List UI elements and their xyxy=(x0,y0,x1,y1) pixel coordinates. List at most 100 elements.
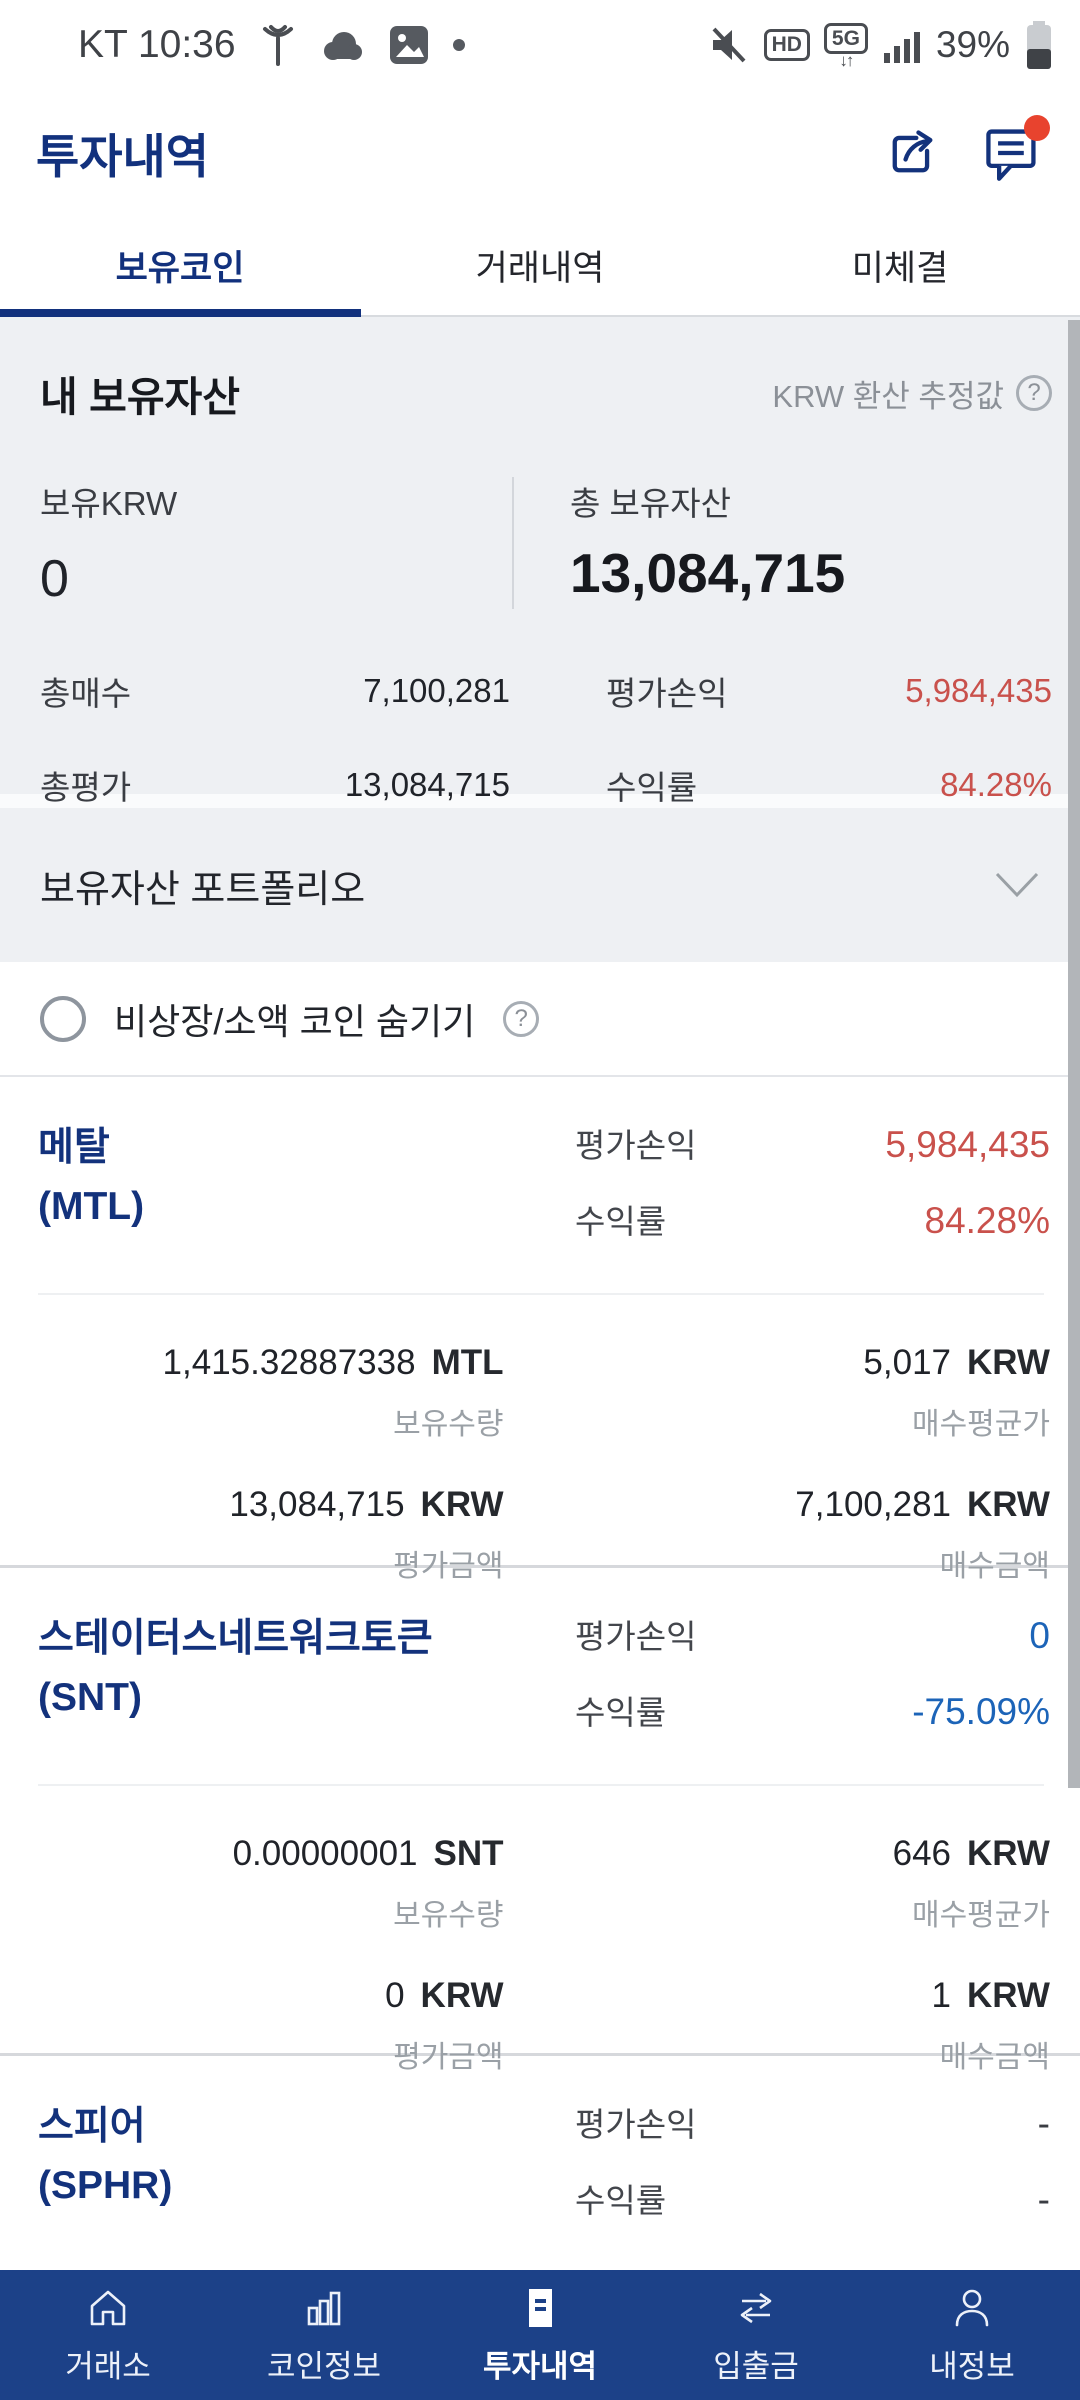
ror-label: 수익률 xyxy=(575,2182,667,2219)
vertical-divider xyxy=(512,477,514,609)
buy-amount-value: 1 xyxy=(931,1976,952,2015)
eval-amount-value: 0 xyxy=(385,1976,405,2015)
eval-amount-label: 평가금액 xyxy=(393,1550,504,1583)
hide-small-coins-toggle[interactable] xyxy=(40,995,86,1042)
help-icon[interactable]: ? xyxy=(1016,375,1052,411)
portfolio-expander[interactable]: 보유자산 포트폴리오 xyxy=(0,808,1080,962)
tab-trade-history[interactable]: 거래내역 xyxy=(475,248,605,288)
hold-krw-value: 0 xyxy=(40,550,69,608)
nav-exchange[interactable]: 거래소 xyxy=(0,2270,216,2400)
coin-name: 스테이터스네트워크토큰 xyxy=(38,1617,433,1660)
total-eval-label: 총평가 xyxy=(40,769,132,806)
eval-amount-label: 평가금액 xyxy=(393,2041,504,2074)
5g-badge: 5G ↓↑ xyxy=(823,22,868,69)
home-icon xyxy=(84,2284,132,2332)
carrier-and-time: KT 10:36 xyxy=(78,23,236,66)
ror-label: 수익률 xyxy=(575,1203,667,1240)
ror-label: 수익률 xyxy=(606,769,698,806)
coin-ticker: (SNT) xyxy=(38,1675,142,1719)
coin-row-mtl[interactable]: 메탈 (MTL) 평가손익 5,984,435 수익률 84.28% 1,415… xyxy=(0,1077,1080,1583)
avg-price-label: 매수평균가 xyxy=(911,1899,1050,1932)
tab-open-orders[interactable]: 미체결 xyxy=(851,248,949,288)
hold-krw-label: 보유KRW xyxy=(40,485,178,522)
nav-investment-history[interactable]: 투자내역 xyxy=(432,2270,648,2400)
ror-value: - xyxy=(1037,2179,1050,2220)
asset-summary-panel: 내 보유자산 KRW 환산 추정값 ? 보유KRW 0 총 보유자산 13,08… xyxy=(0,317,1080,806)
status-bar: KT 10:36 xyxy=(0,0,1080,90)
coin-ticker: (SPHR) xyxy=(38,2163,173,2207)
battery-percent: 39% xyxy=(935,24,1010,65)
help-icon[interactable]: ? xyxy=(503,1000,540,1037)
battery-icon xyxy=(1024,19,1054,71)
chat-icon xyxy=(984,123,1040,183)
notification-dot xyxy=(1024,114,1050,141)
ror-value: 84.28% xyxy=(940,766,1052,803)
portfolio-title: 보유자산 포트폴리오 xyxy=(40,868,366,911)
hide-small-coins-row: 비상장/소액 코인 숨기기 ? xyxy=(0,962,1080,1077)
qty-label: 보유수량 xyxy=(393,1899,504,1932)
mute-icon xyxy=(706,23,750,67)
scrollbar[interactable] xyxy=(1068,320,1080,1788)
summary-row: 총매수 7,100,281 평가손익 5,984,435 xyxy=(40,667,1052,715)
person-icon xyxy=(948,2284,996,2332)
dot-icon xyxy=(452,38,466,52)
image-icon xyxy=(388,24,430,66)
transfer-arrows-icon xyxy=(732,2284,780,2332)
ror-label: 수익률 xyxy=(575,1694,667,1731)
section-gap xyxy=(0,794,1080,808)
cloud-icon xyxy=(318,27,366,63)
pl-label: 평가손익 xyxy=(606,675,728,712)
nav-coin-info[interactable]: 코인정보 xyxy=(216,2270,432,2400)
ror-value: 84.28% xyxy=(924,1200,1051,1241)
active-tab-indicator xyxy=(0,309,361,317)
status-left-icons xyxy=(260,22,466,68)
nav-my-info[interactable]: 내정보 xyxy=(864,2270,1080,2400)
notifications-button[interactable] xyxy=(984,114,1050,183)
pl-value: 5,984,435 xyxy=(885,1124,1050,1165)
eval-amount-value: 13,084,715 xyxy=(229,1485,405,1524)
signal-icon xyxy=(882,25,922,65)
app-bar: 투자내역 xyxy=(0,90,1080,215)
divider xyxy=(38,1293,1044,1295)
krw-estimate-note: KRW 환산 추정값 ? xyxy=(772,371,1052,416)
avg-price-label: 매수평균가 xyxy=(911,1408,1050,1441)
share-button[interactable] xyxy=(884,125,940,181)
tab-bar: 보유코인 거래내역 미체결 xyxy=(0,215,1080,317)
page-title: 투자내역 xyxy=(36,130,209,183)
coin-ticker: (MTL) xyxy=(38,1184,145,1228)
bar-chart-icon xyxy=(300,2284,348,2332)
qty-value: 1,415.32887338 xyxy=(162,1343,416,1382)
pl-value: - xyxy=(1037,2103,1050,2144)
buy-amount-value: 7,100,281 xyxy=(795,1485,952,1524)
summary-title: 내 보유자산 xyxy=(40,374,240,420)
pl-value: 0 xyxy=(1029,1615,1050,1656)
status-right-icons: HD 5G ↓↑ 39% xyxy=(706,19,1054,71)
hd-badge: HD xyxy=(763,29,810,61)
bottom-nav: 거래소 코인정보 투자내역 xyxy=(0,2270,1080,2400)
buy-amount-label: 매수금액 xyxy=(939,1550,1050,1583)
avg-price-value: 646 xyxy=(892,1834,952,1873)
divider xyxy=(38,1784,1044,1786)
total-buy-value: 7,100,281 xyxy=(363,672,510,709)
summary-row: 총평가 13,084,715 수익률 84.28% xyxy=(40,761,1052,809)
pl-label: 평가손익 xyxy=(575,1618,697,1655)
chevron-down-icon xyxy=(994,871,1040,899)
share-icon xyxy=(884,125,940,181)
pl-label: 평가손익 xyxy=(575,1127,697,1164)
coin-name: 스피어 xyxy=(38,2105,146,2148)
list-doc-icon xyxy=(516,2284,564,2332)
hide-small-coins-label: 비상장/소액 코인 숨기기 xyxy=(114,1000,476,1042)
pl-value: 5,984,435 xyxy=(905,672,1052,709)
coin-name: 메탈 xyxy=(38,1126,110,1169)
nav-deposit-withdraw[interactable]: 입출금 xyxy=(648,2270,864,2400)
antenna-icon xyxy=(260,22,296,68)
total-eval-value: 13,084,715 xyxy=(344,766,510,803)
total-asset-value: 13,084,715 xyxy=(570,542,846,604)
avg-price-value: 5,017 xyxy=(863,1343,952,1382)
tab-holdings[interactable]: 보유코인 xyxy=(115,248,245,288)
coin-row-snt[interactable]: 스테이터스네트워크토큰 (SNT) 평가손익 0 수익률 -75.09% 0.0… xyxy=(0,1565,1080,2074)
qty-label: 보유수량 xyxy=(393,1408,504,1441)
qty-value: 0.00000001 xyxy=(232,1834,418,1873)
total-buy-label: 총매수 xyxy=(40,675,132,712)
